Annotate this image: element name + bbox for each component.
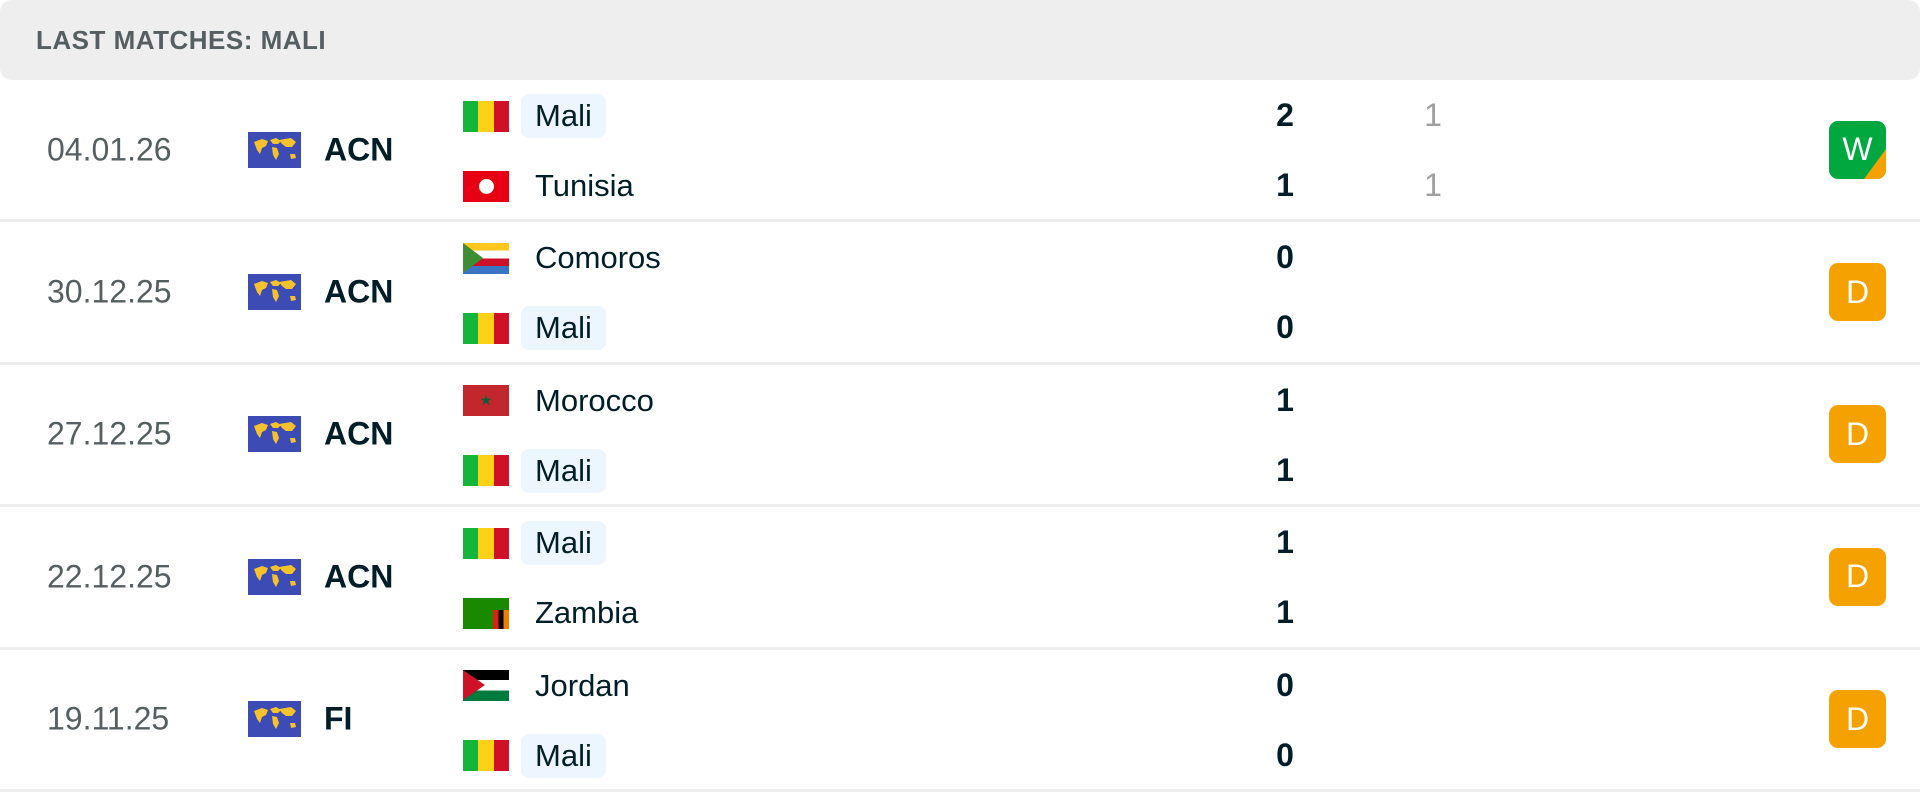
match-date: 19.11.25 — [47, 700, 170, 737]
score-home: 0 — [1276, 239, 1294, 276]
penalty-score-home: 1 — [1424, 97, 1442, 133]
flag-mali-icon — [463, 740, 509, 772]
world-map-icon — [248, 416, 301, 453]
team-name: Mali — [521, 306, 606, 351]
score-home: 0 — [1276, 666, 1294, 703]
score-away: 1 — [1276, 167, 1294, 203]
team-name: Jordan — [535, 667, 630, 703]
flag-jordan-icon — [463, 670, 509, 702]
result-badge: D — [1829, 263, 1886, 322]
match-row[interactable]: 30.12.25 ACN Comoros Mali 0 0 D — [0, 222, 1920, 365]
score-away: 1 — [1276, 451, 1294, 488]
result-letter: D — [1845, 415, 1870, 452]
team-name: Comoros — [535, 240, 661, 276]
team-home[interactable]: Comoros — [463, 233, 675, 283]
score-away: 1 — [1276, 594, 1294, 631]
team-home[interactable]: Mali — [463, 91, 606, 141]
world-map-icon — [248, 701, 301, 738]
match-row[interactable]: 19.11.25 FI Jordan Mali 0 0 D — [0, 650, 1920, 792]
team-name: Morocco — [535, 382, 654, 418]
result-letter: D — [1845, 273, 1870, 310]
result-badge: D — [1829, 547, 1886, 606]
result-badge: D — [1829, 690, 1886, 749]
section-title: LAST MATCHES: MALI — [36, 24, 327, 55]
team-name: Mali — [521, 448, 606, 493]
flag-mali-icon — [463, 527, 509, 559]
flag-mali-icon — [463, 455, 509, 487]
team-home[interactable]: Jordan — [463, 661, 644, 711]
team-name: Mali — [521, 521, 606, 566]
score-away: 0 — [1276, 736, 1294, 773]
result-letter: D — [1845, 558, 1870, 595]
team-away[interactable]: Mali — [463, 446, 606, 496]
match-date: 30.12.25 — [47, 273, 172, 310]
world-map-icon — [248, 274, 301, 311]
world-map-icon — [248, 131, 301, 168]
match-row[interactable]: 04.01.26 ACN Mali Tunisia 2 1 1 1 W — [0, 80, 1920, 223]
score-home: 2 — [1276, 97, 1294, 133]
penalty-score-away: 1 — [1424, 167, 1442, 203]
team-name: Mali — [521, 733, 606, 778]
world-map-icon — [248, 558, 301, 595]
score-home: 1 — [1276, 524, 1294, 561]
match-date: 04.01.26 — [47, 131, 172, 168]
competition-name: ACN — [324, 131, 394, 168]
flag-comoros-icon — [463, 242, 509, 274]
team-away[interactable]: Zambia — [463, 588, 652, 638]
competition-name: ACN — [324, 558, 394, 595]
competition-name: ACN — [324, 415, 394, 452]
competition-name: ACN — [324, 273, 394, 310]
match-list: 04.01.26 ACN Mali Tunisia 2 1 1 1 W 30.12.… — [0, 80, 1920, 792]
result-letter: D — [1845, 700, 1870, 737]
team-name: Mali — [521, 94, 606, 138]
flag-mali-icon — [463, 312, 509, 344]
section-header: LAST MATCHES: MALI — [0, 0, 1920, 80]
result-letter: W — [1842, 131, 1873, 168]
score-away: 0 — [1276, 309, 1294, 346]
team-name: Tunisia — [535, 168, 634, 203]
team-away[interactable]: Mali — [463, 303, 606, 353]
flag-morocco-icon: ★ — [463, 385, 509, 417]
match-date: 27.12.25 — [47, 415, 172, 452]
flag-zambia-icon — [463, 597, 509, 629]
team-home[interactable]: Mali — [463, 518, 606, 568]
match-row[interactable]: 27.12.25 ACN ★ Morocco Mali 1 1 D — [0, 365, 1920, 508]
team-home[interactable]: ★ Morocco — [463, 376, 668, 426]
team-name: Zambia — [535, 595, 639, 631]
match-row[interactable]: 22.12.25 ACN Mali Zambia 1 1 D — [0, 507, 1920, 650]
score-home: 1 — [1276, 381, 1294, 418]
team-away[interactable]: Tunisia — [463, 161, 648, 211]
flag-mali-icon — [463, 100, 509, 132]
result-badge: W — [1829, 120, 1886, 179]
team-away[interactable]: Mali — [463, 731, 606, 781]
competition-name: FI — [324, 700, 353, 737]
result-badge: D — [1829, 405, 1886, 464]
flag-tunisia-icon — [463, 170, 509, 202]
match-date: 22.12.25 — [47, 558, 172, 595]
